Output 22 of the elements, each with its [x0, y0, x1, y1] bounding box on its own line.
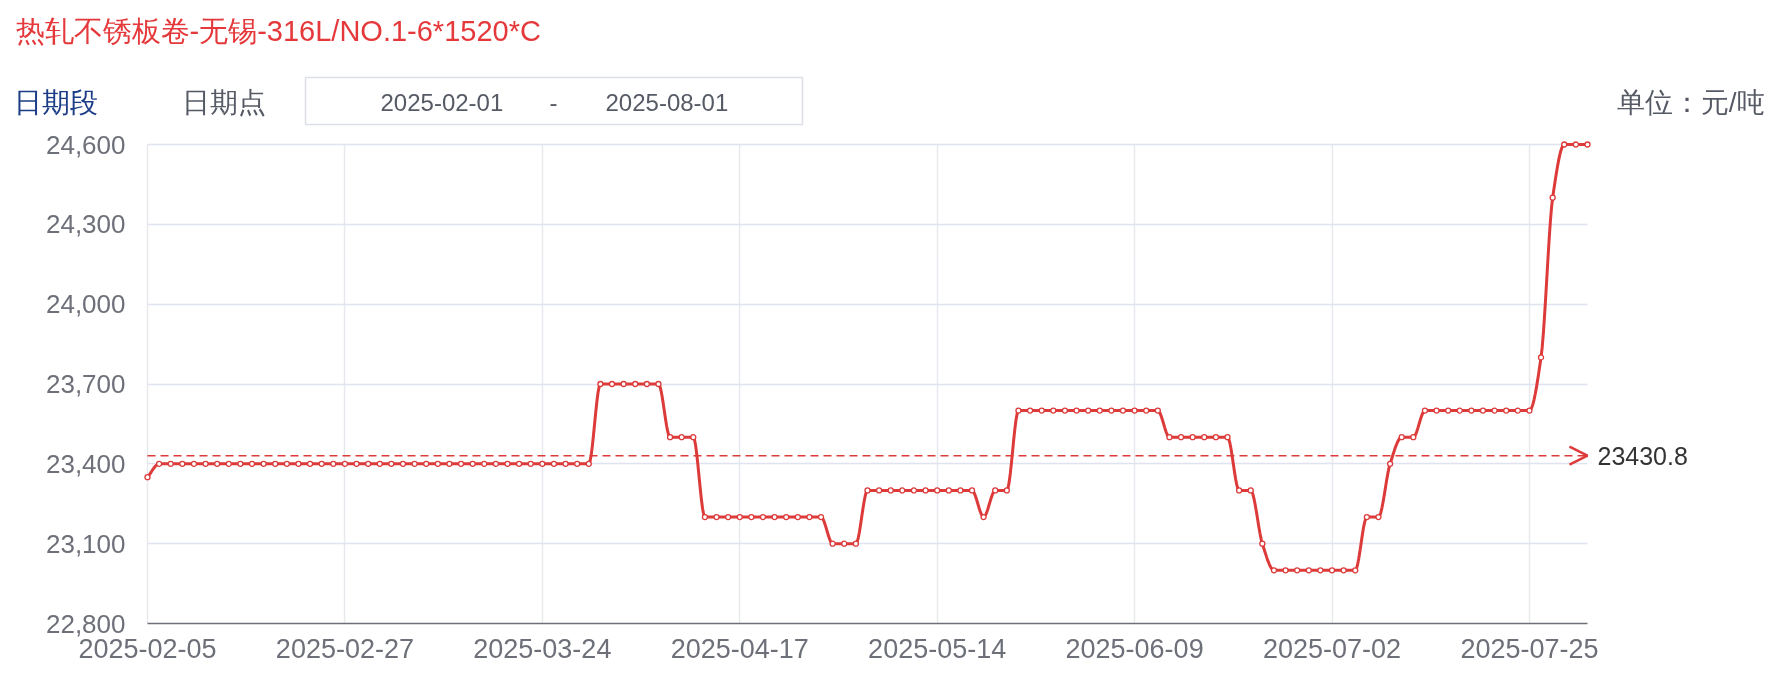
text: 日期段 [13, 87, 98, 118]
text: 2025-08-01 [605, 89, 729, 116]
x-tick-label: 2025-04-17 [670, 633, 809, 664]
x-tick-label: 2025-07-25 [1460, 633, 1599, 664]
text: 日期点 [181, 87, 266, 118]
ref-line-label: 23430.8 [1597, 441, 1688, 470]
y-tick-label: 24,300 [45, 209, 126, 240]
chart-title: 热轧不锈板卷-无锡-316L/NO.1-6*1520*C [15, 14, 541, 47]
y-tick-label: 22,800 [45, 608, 126, 639]
text: 单位：元/吨 [1616, 87, 1765, 118]
y-tick-label: 23,100 [45, 528, 126, 559]
x-tick-label: 2025-06-09 [1065, 633, 1204, 664]
y-tick-label: 23,400 [45, 448, 126, 479]
x-tick-label: 2025-03-24 [473, 633, 612, 664]
x-tick-label: 2025-02-27 [275, 633, 414, 664]
x-tick-label: 2025-07-02 [1262, 633, 1402, 664]
x-tick-label: 2025-05-14 [868, 633, 1007, 664]
y-tick-label: 24,000 [45, 289, 126, 320]
y-tick-label: 24,600 [45, 129, 126, 160]
y-tick-label: 23,700 [45, 369, 126, 399]
text: - [549, 89, 558, 116]
text: 2025-02-01 [380, 89, 504, 116]
